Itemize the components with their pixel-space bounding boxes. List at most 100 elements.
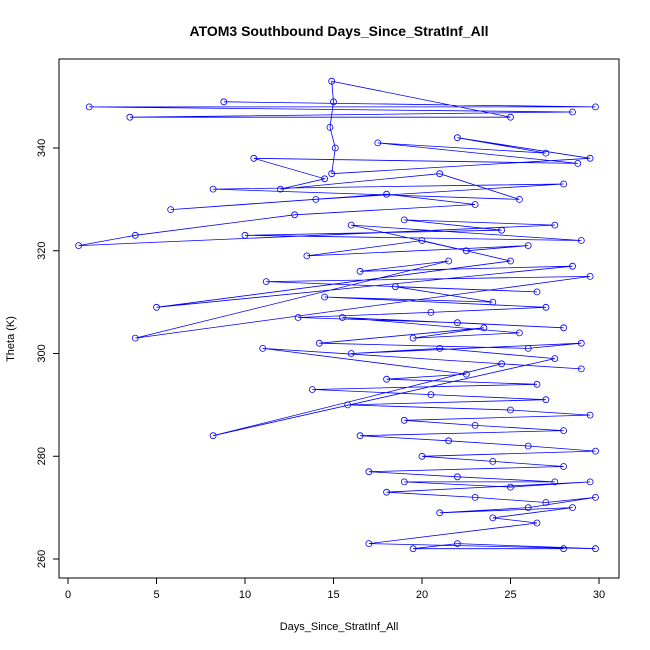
data-point [592, 545, 599, 553]
data-point [409, 545, 417, 553]
data-point [551, 478, 559, 486]
data-point [374, 139, 382, 147]
data-point [344, 401, 352, 409]
x-axis-label: Days_Since_StratInf_All [280, 621, 399, 633]
data-point [524, 344, 532, 352]
data-point [462, 370, 470, 378]
data-point [586, 478, 594, 486]
data-point [326, 124, 334, 131]
data-point [577, 365, 585, 373]
data-point [427, 391, 435, 399]
data-point [347, 221, 355, 229]
data-point [391, 283, 399, 291]
data-point [507, 483, 514, 491]
data-point [400, 478, 408, 486]
data-point [489, 457, 497, 465]
data-point [453, 473, 461, 481]
data-point [551, 221, 559, 229]
data-point [453, 540, 461, 547]
data-point [418, 237, 426, 244]
data-point [560, 324, 567, 332]
data-point [516, 195, 523, 203]
data-point [471, 201, 479, 208]
x-tick-label: 10 [239, 589, 251, 601]
data-point [498, 360, 506, 368]
data-point [328, 77, 336, 85]
y-axis: 260 280 300 320 340 [36, 139, 60, 568]
data-point [592, 103, 599, 111]
data-point [542, 499, 550, 506]
data-point [262, 278, 270, 286]
data-point [259, 344, 267, 352]
data-point [241, 231, 249, 239]
data-point [303, 252, 311, 260]
data-point [560, 180, 567, 188]
data-point [365, 468, 373, 476]
data-point [436, 509, 444, 517]
data-point [209, 185, 217, 193]
data-point [347, 350, 355, 357]
data-point [383, 488, 391, 496]
data-point [294, 314, 302, 321]
y-axis-label: Theta (K) [5, 316, 17, 362]
data-point [542, 303, 550, 311]
data-point [560, 463, 567, 470]
data-point [328, 170, 336, 178]
x-tick-label: 0 [65, 589, 71, 601]
data-point [533, 288, 541, 296]
data-point [507, 113, 514, 121]
data-point [574, 159, 582, 167]
data-point [453, 319, 461, 327]
y-tick-label: 280 [36, 447, 48, 465]
data-point [489, 514, 497, 522]
data-point [220, 98, 228, 106]
data-point [436, 170, 444, 178]
data-point [312, 195, 320, 203]
data-point [338, 314, 346, 321]
data-point [524, 442, 532, 450]
data-point [321, 293, 329, 301]
data-point [167, 206, 175, 214]
data-point [577, 237, 585, 244]
x-axis: 0 5 10 15 20 25 30 [65, 577, 605, 601]
plot-area [75, 77, 599, 553]
data-point [507, 406, 514, 414]
data-point [291, 211, 299, 219]
data-point [516, 329, 523, 337]
data-point [315, 339, 323, 347]
data-point [471, 493, 479, 501]
y-tick-label: 300 [36, 344, 48, 362]
data-point [356, 432, 364, 440]
x-tick-label: 15 [327, 589, 339, 601]
data-point [560, 427, 567, 435]
data-point [453, 134, 461, 142]
data-point [321, 175, 329, 183]
data-point [383, 190, 391, 198]
data-point [586, 154, 594, 162]
data-point [533, 380, 541, 388]
data-point [489, 298, 497, 306]
data-point [365, 540, 373, 547]
data-point [524, 242, 532, 250]
chart-title: ATOM3 Southbound Days_Since_StratInf_All [190, 23, 489, 39]
data-point [436, 344, 444, 352]
data-point [400, 416, 408, 424]
data-point [131, 231, 139, 239]
data-point [480, 324, 488, 332]
data-point [471, 421, 479, 429]
x-tick-label: 25 [504, 589, 516, 601]
y-tick-label: 320 [36, 242, 48, 260]
data-point [131, 334, 139, 342]
data-point [586, 272, 594, 280]
data-point [427, 308, 435, 316]
data-point [250, 154, 258, 162]
data-point [330, 98, 337, 106]
data-point [153, 303, 160, 311]
data-point [445, 257, 453, 265]
data-point [209, 432, 217, 440]
data-point [592, 447, 599, 455]
x-tick-label: 20 [416, 589, 428, 601]
data-point [533, 519, 541, 527]
data-point [85, 103, 93, 111]
